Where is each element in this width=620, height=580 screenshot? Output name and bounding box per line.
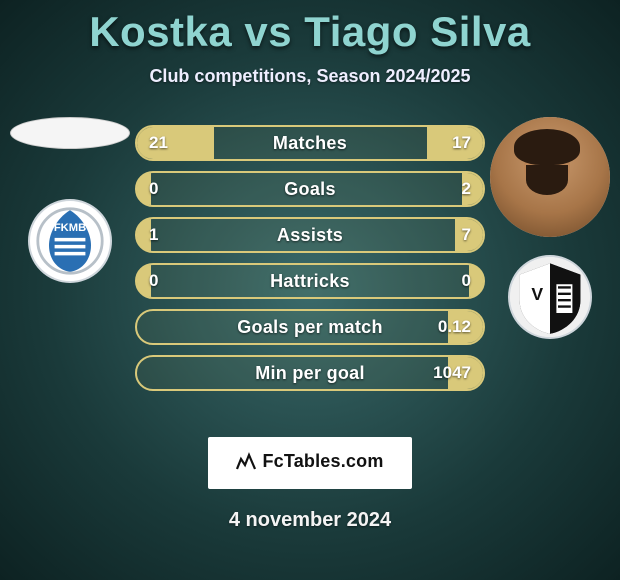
player-avatar-right — [490, 117, 610, 237]
stat-label: Matches — [135, 125, 485, 161]
date-label: 4 november 2024 — [0, 509, 620, 532]
brand-text: FcTables.com — [262, 451, 383, 471]
stat-row: 2117Matches — [135, 125, 485, 161]
stat-row: 1047Min per goal — [135, 355, 485, 391]
footer: FcTables.com — [0, 437, 620, 489]
stat-row: 00Hattricks — [135, 263, 485, 299]
stat-row: 0.12Goals per match — [135, 309, 485, 345]
stat-label: Min per goal — [135, 355, 485, 391]
brand-badge: FcTables.com — [208, 437, 411, 489]
stat-row: 02Goals — [135, 171, 485, 207]
stat-bars: 2117Matches 02Goals 17Assists 00Hattricks 0.… — [135, 125, 485, 401]
left-player-column: FKMB — [5, 117, 135, 283]
brand-logo-icon — [236, 452, 256, 475]
vitoria-logo-icon: V — [510, 255, 590, 339]
svg-text:FKMB: FKMB — [54, 222, 86, 234]
svg-text:V: V — [531, 284, 543, 304]
page-subtitle: Club competitions, Season 2024/2025 — [0, 66, 620, 87]
comparison-panel: FKMB V 2117Matches 02Goals 17Assists 00Hatt… — [0, 125, 620, 425]
page-title: Kostka vs Tiago Silva — [0, 0, 620, 56]
club-logo-left: FKMB — [28, 199, 112, 283]
right-player-column: V — [485, 117, 615, 339]
stat-label: Goals per match — [135, 309, 485, 345]
stat-label: Hattricks — [135, 263, 485, 299]
stat-row: 17Assists — [135, 217, 485, 253]
player-avatar-left — [10, 117, 130, 149]
club-logo-right: V — [508, 255, 592, 339]
stat-label: Goals — [135, 171, 485, 207]
fkmb-logo-icon: FKMB — [35, 206, 105, 276]
stat-label: Assists — [135, 217, 485, 253]
